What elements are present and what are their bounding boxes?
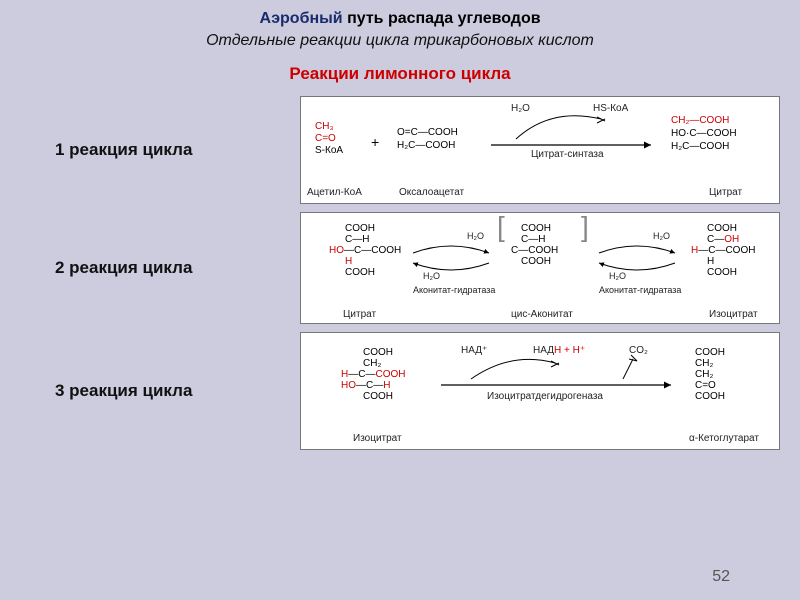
r2-name-a: Цитрат bbox=[343, 309, 376, 320]
r3-nad: НАД⁺ bbox=[461, 345, 487, 356]
r3-name-b: α-Кетоглутарат bbox=[689, 433, 759, 444]
reaction-row-1: 1 реакция цикла CH₃ C=O S-КоА + O=C—COOH… bbox=[0, 96, 800, 204]
subtitle: Отдельные реакции цикла трикарбоновых ки… bbox=[0, 32, 800, 50]
slide-number: 52 bbox=[712, 568, 730, 586]
r2-name-b: цис-Аконитат bbox=[511, 309, 573, 320]
r2-h2o-1: H₂O bbox=[467, 231, 484, 241]
r2-h2o-4: H₂O bbox=[609, 271, 626, 281]
reaction-1-diagram: CH₃ C=O S-КоА + O=C—COOH H₂C—COOH H₂O HS… bbox=[300, 96, 780, 204]
r1-citrate: CH₂—COOH HO·C—COOH H₂C—COOH bbox=[671, 115, 737, 152]
r1-name-b: Оксалоацетат bbox=[399, 187, 464, 198]
r3-name-a: Изоцитрат bbox=[353, 433, 402, 444]
r3-enzyme: Изоцитратдегидрогеназа bbox=[487, 391, 603, 402]
reaction-2-diagram: COOH C—H HO—C—COOH H COOH COOH C—H C—COO… bbox=[300, 212, 780, 324]
r2-name-c: Изоцитрат bbox=[709, 309, 758, 320]
row2-label: 2 реакция цикла bbox=[0, 258, 300, 278]
section-text: Реакции лимонного цикла bbox=[289, 64, 510, 83]
main-title: Аэробный путь распада углеводов bbox=[0, 0, 800, 28]
r1-enzyme: Цитрат-синтаза bbox=[531, 149, 604, 160]
title-rest: путь распада углеводов bbox=[343, 10, 541, 27]
r1-h2o: H₂O bbox=[511, 103, 530, 114]
title-emphasis: Аэробный bbox=[259, 10, 342, 27]
r1-hskoa: HS-КоА bbox=[593, 103, 628, 114]
reaction-3-diagram: COOH CH₂ H—C—COOH HO—C—H COOH COOH CH₂ C… bbox=[300, 332, 780, 450]
r2-enzyme-1: Аконитат-гидратаза bbox=[413, 285, 495, 295]
row1-label: 1 реакция цикла bbox=[0, 140, 300, 160]
reaction-row-2: 2 реакция цикла COOH C—H HO—C—COOH H COO… bbox=[0, 212, 800, 324]
section-heading: Реакции лимонного цикла bbox=[0, 64, 800, 84]
r1-name-a: Ацетил-КоА bbox=[307, 187, 362, 198]
row3-label: 3 реакция цикла bbox=[0, 381, 300, 401]
r2-enzyme-2: Аконитат-гидратаза bbox=[599, 285, 681, 295]
r2-h2o-2: H₂O bbox=[423, 271, 440, 281]
r2-h2o-3: H₂O bbox=[653, 231, 670, 241]
r1-name-c: Цитрат bbox=[709, 187, 742, 198]
r3-nadh: НАДH + H⁺ bbox=[533, 345, 585, 356]
reaction-row-3: 3 реакция цикла COOH CH₂ H—C—COOH HO—C—H… bbox=[0, 332, 800, 450]
r3-co2: CO₂ bbox=[629, 345, 648, 356]
